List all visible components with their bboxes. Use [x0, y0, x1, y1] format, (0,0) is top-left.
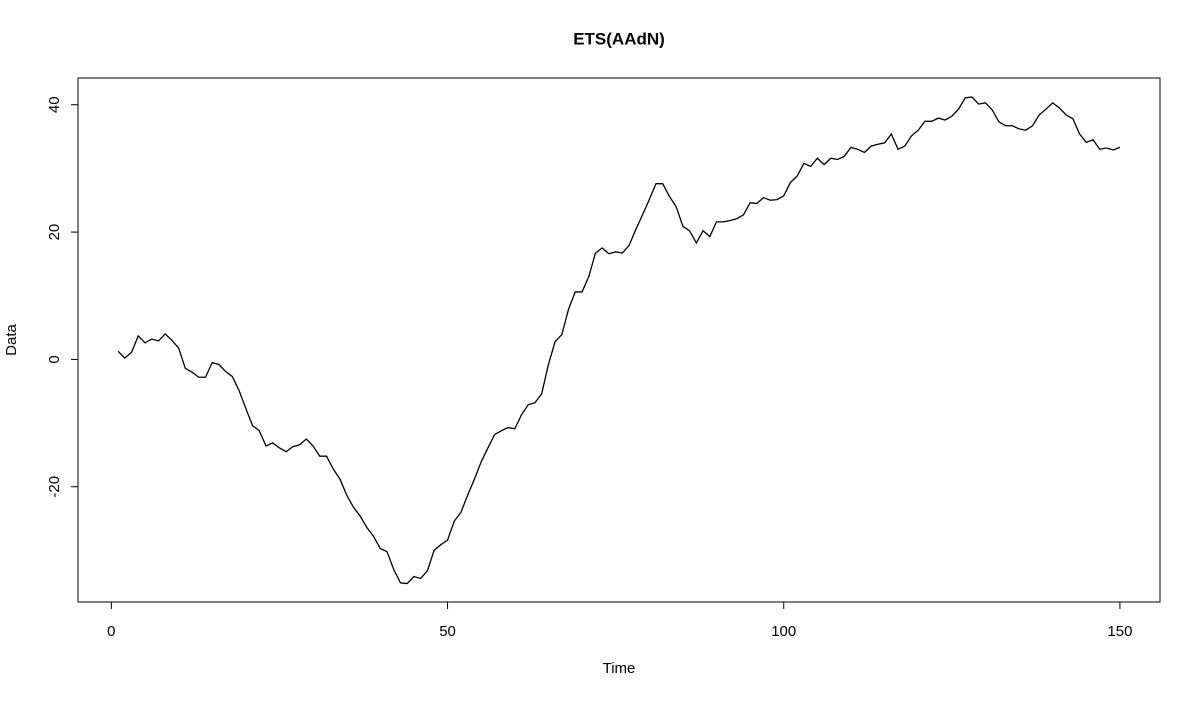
y-tick-label: -20: [46, 476, 63, 498]
x-tick-label: 50: [439, 623, 456, 640]
x-tick-label: 100: [771, 623, 796, 640]
y-tick-label: 20: [46, 224, 63, 241]
data-line: [117, 96, 1121, 585]
y-tick-label: 0: [46, 355, 63, 363]
chart-title: ETS(AAdN): [573, 29, 665, 48]
x-tick-label: 0: [107, 623, 115, 640]
x-tick-label: 150: [1107, 623, 1132, 640]
plot-box: [77, 77, 1161, 603]
y-tick-label: 40: [46, 96, 63, 113]
y-axis-label: Data: [3, 324, 20, 356]
x-axis-label: Time: [603, 660, 636, 677]
